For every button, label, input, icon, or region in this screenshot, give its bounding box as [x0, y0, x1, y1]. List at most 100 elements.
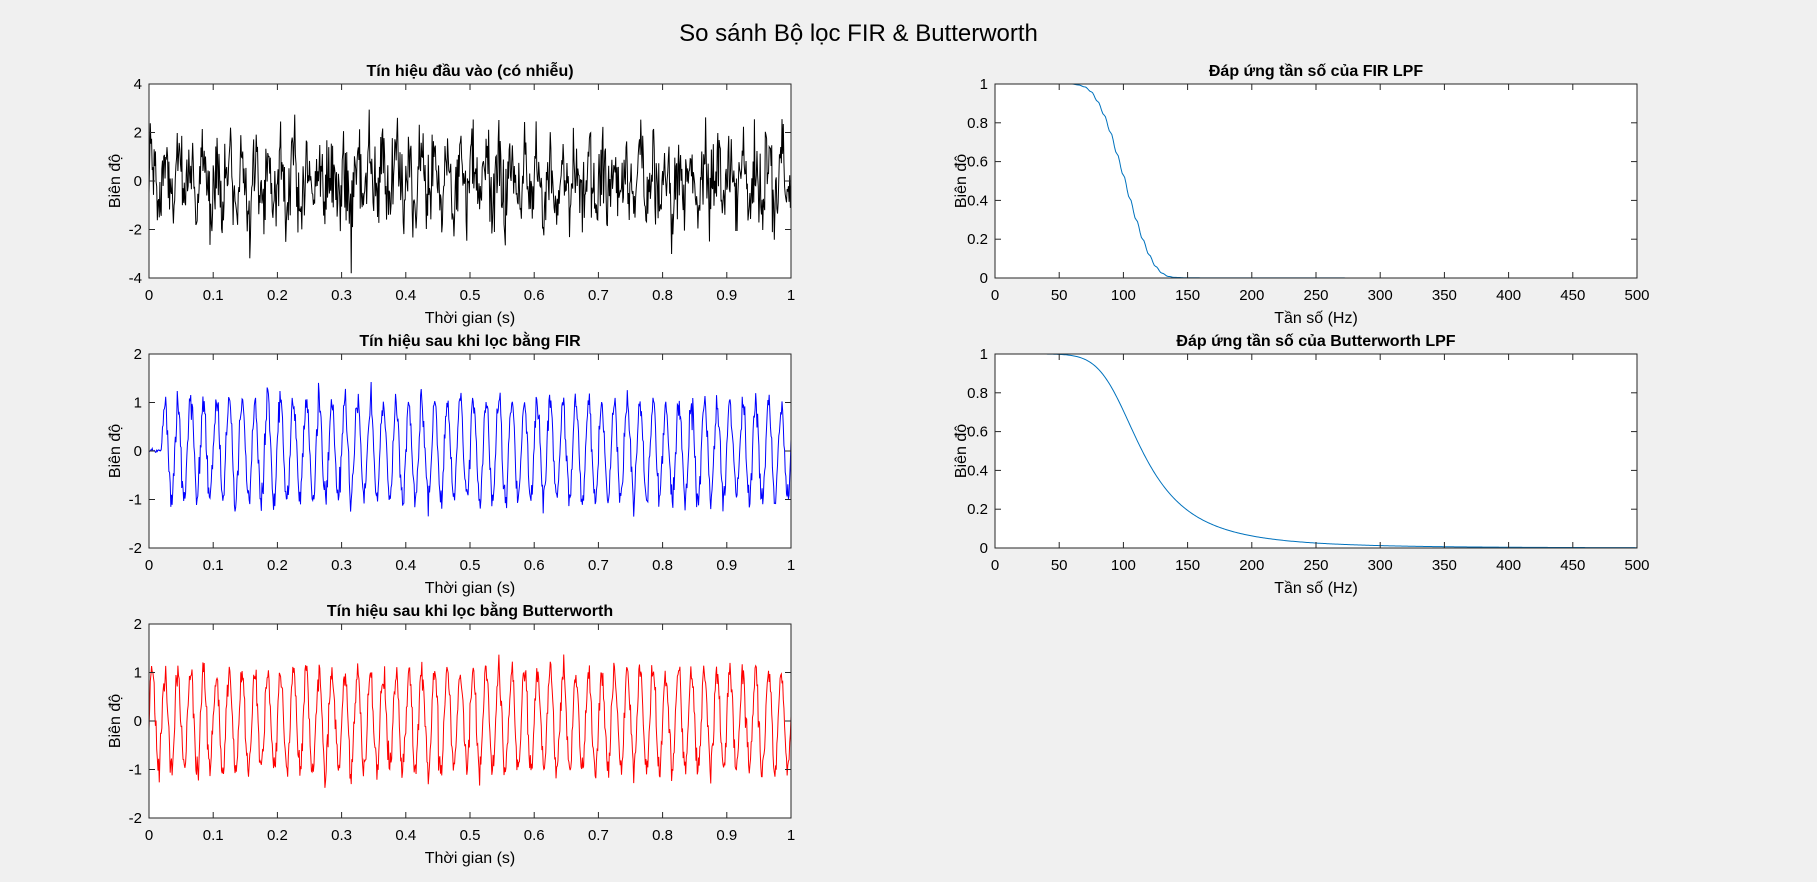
y-tick-label: 4 [134, 76, 142, 93]
x-tick-label: 300 [1368, 557, 1393, 574]
x-tick-label: 0.7 [588, 287, 609, 304]
x-tick-label: 1 [787, 287, 795, 304]
x-tick-label: 400 [1496, 287, 1521, 304]
y-tick-label: 1 [980, 346, 988, 363]
x-tick-label: 100 [1111, 557, 1136, 574]
subplot-4: 0 50 100 150 200 250 300 350 400 450 500 0 0.2 0.4 0.6… [953, 333, 1650, 597]
y-tick-label: -2 [129, 540, 142, 557]
x-tick-label: 0.4 [395, 287, 416, 304]
x-axis-label: Thời gian (s) [425, 580, 516, 597]
x-tick-label: 0.1 [203, 557, 224, 574]
x-tick-label: 200 [1239, 557, 1264, 574]
y-axis-label: Biên độ [953, 424, 970, 478]
x-tick-label: 0 [145, 827, 153, 844]
x-tick-label: 500 [1624, 287, 1649, 304]
y-tick-label: -1 [129, 762, 142, 779]
subplot-5: 0 0.1 0.2 0.3 0.4 0.5 0.6 0.7 0.8 0.9 1 -2 -1 0 1 2 Tín … [107, 601, 795, 867]
figure-title: So sánh Bộ lọc FIR & Butterworth [679, 20, 1038, 47]
x-tick-label: 250 [1303, 287, 1328, 304]
y-axis-label: Biên độ [953, 154, 970, 208]
y-tick-label: 0.4 [967, 462, 988, 479]
x-tick-label: 0.8 [652, 557, 673, 574]
subplot-title: Đáp ứng tần số của Butterworth LPF [1176, 333, 1455, 350]
y-axis-label: Biên độ [107, 154, 124, 208]
x-tick-label: 0 [145, 287, 153, 304]
x-axis-label: Thời gian (s) [425, 310, 516, 327]
x-tick-label: 100 [1111, 287, 1136, 304]
x-tick-label: 200 [1239, 287, 1264, 304]
x-tick-label: 0.9 [716, 827, 737, 844]
x-axis-label: Tần số (Hz) [1274, 310, 1358, 327]
x-tick-label: 350 [1432, 287, 1457, 304]
x-tick-label: 0.1 [203, 287, 224, 304]
x-tick-label: 500 [1624, 557, 1649, 574]
x-tick-label: 0.6 [524, 287, 545, 304]
x-tick-label: 1 [787, 557, 795, 574]
subplot-2: 0 50 100 150 200 250 300 350 400 450 500 0 0.2 0.4 0.6… [953, 63, 1650, 327]
x-tick-label: 0.3 [331, 827, 352, 844]
x-tick-label: 0.7 [588, 557, 609, 574]
x-axis-label: Tần số (Hz) [1274, 580, 1358, 597]
y-tick-label: 0.8 [967, 385, 988, 402]
x-tick-label: 0.5 [460, 827, 481, 844]
x-axis-label: Thời gian (s) [425, 850, 516, 867]
y-tick-label: 2 [134, 125, 142, 142]
y-tick-label: 0 [980, 270, 988, 287]
x-tick-label: 0.3 [331, 287, 352, 304]
y-tick-label: 1 [980, 76, 988, 93]
x-tick-label: 0.4 [395, 827, 416, 844]
y-tick-label: 2 [134, 616, 142, 633]
y-tick-label: 0 [980, 540, 988, 557]
y-tick-label: 1 [134, 665, 142, 682]
x-tick-label: 0.3 [331, 557, 352, 574]
x-tick-label: 0.6 [524, 557, 545, 574]
x-tick-label: 300 [1368, 287, 1393, 304]
y-tick-label: 0 [134, 713, 142, 730]
plot-area [995, 84, 1637, 278]
x-tick-label: 150 [1175, 557, 1200, 574]
y-tick-label: 0.6 [967, 154, 988, 171]
subplot-1: 0 0.1 0.2 0.3 0.4 0.5 0.6 0.7 0.8 0.9 1 -4 -2 0 2 4 Tín … [107, 61, 795, 327]
x-tick-label: 50 [1051, 557, 1068, 574]
y-tick-label: -1 [129, 492, 142, 509]
x-tick-label: 400 [1496, 557, 1521, 574]
y-axis-label: Biên độ [107, 424, 124, 478]
series-line [149, 654, 791, 788]
x-tick-label: 0.9 [716, 557, 737, 574]
y-tick-label: 0.8 [967, 115, 988, 132]
y-tick-label: -4 [129, 270, 142, 287]
x-tick-label: 0.8 [652, 287, 673, 304]
x-tick-label: 450 [1560, 287, 1585, 304]
y-tick-label: 2 [134, 346, 142, 363]
series-line [149, 109, 791, 274]
x-tick-label: 50 [1051, 287, 1068, 304]
x-tick-label: 1 [787, 827, 795, 844]
x-tick-label: 0.8 [652, 827, 673, 844]
y-axis-label: Biên độ [107, 694, 124, 748]
x-tick-label: 0 [991, 557, 999, 574]
y-tick-label: 0.2 [967, 231, 988, 248]
subplot-title: Tín hiệu sau khi lọc bằng Butterworth [327, 601, 613, 620]
y-tick-label: -2 [129, 810, 142, 827]
x-tick-label: 0.2 [267, 827, 288, 844]
subplot-title: Tín hiệu sau khi lọc bằng FIR [359, 331, 581, 350]
subplot-title: Đáp ứng tần số của FIR LPF [1209, 63, 1423, 80]
x-tick-label: 0.2 [267, 557, 288, 574]
x-tick-label: 0.5 [460, 557, 481, 574]
y-tick-label: 0.6 [967, 424, 988, 441]
x-tick-label: 450 [1560, 557, 1585, 574]
x-tick-label: 0 [145, 557, 153, 574]
y-tick-label: 0 [134, 173, 142, 190]
x-tick-label: 0.4 [395, 557, 416, 574]
y-tick-label: 0.4 [967, 192, 988, 209]
x-tick-label: 150 [1175, 287, 1200, 304]
x-tick-label: 0.5 [460, 287, 481, 304]
series-line [149, 381, 791, 517]
x-tick-label: 0.1 [203, 827, 224, 844]
x-tick-label: 250 [1303, 557, 1328, 574]
y-tick-label: 0 [134, 443, 142, 460]
x-tick-label: 0.2 [267, 287, 288, 304]
x-tick-label: 0.7 [588, 827, 609, 844]
x-tick-label: 0.9 [716, 287, 737, 304]
